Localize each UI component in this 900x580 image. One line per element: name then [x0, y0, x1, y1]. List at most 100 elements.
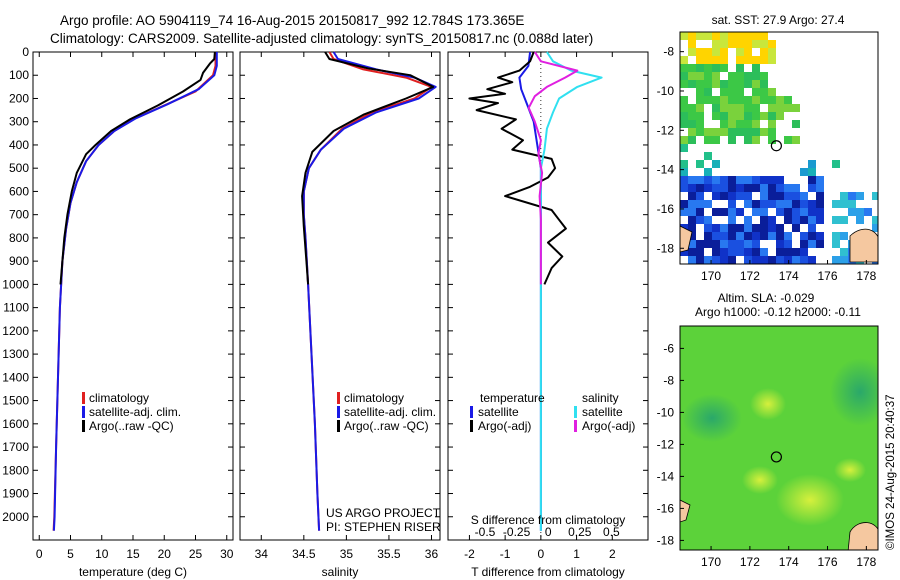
- sst-cell: [808, 160, 816, 168]
- sst-cell: [776, 176, 784, 184]
- sst-cell: [752, 104, 760, 112]
- sst-cell: [752, 128, 760, 136]
- sst-cell: [776, 224, 784, 232]
- sst-cell: [768, 56, 776, 64]
- sst-cell: [712, 32, 720, 40]
- sst-cell: [744, 40, 752, 48]
- sst-cell: [728, 216, 736, 224]
- sst-cell: [744, 32, 752, 40]
- sst-cell: [768, 224, 776, 232]
- salinity-legend: climatology satellite-adj. clim. Argo(..…: [337, 391, 436, 433]
- y-tick-label: 1700: [2, 440, 29, 454]
- y-tick-label: 1100: [3, 301, 29, 315]
- map-y-tick-label: -12: [657, 123, 675, 137]
- sst-cell: [696, 104, 704, 112]
- y-tick-label: 0: [22, 45, 29, 59]
- sst-cell: [784, 200, 792, 208]
- salinity-plot-frame: [239, 51, 441, 541]
- s-tick-label: 0.25: [568, 525, 592, 539]
- sst-cell: [784, 248, 792, 256]
- sst-cell: [760, 256, 768, 264]
- difference-panel: -2 -1 0 1 2 -0.5 -0.25 0 0.25 0.5 S difference fr…: [447, 51, 649, 579]
- sst-cell: [712, 136, 720, 144]
- sst-cell: [792, 248, 800, 256]
- sst-cell: [728, 240, 736, 248]
- sst-cell: [704, 72, 712, 80]
- sst-cell: [736, 64, 744, 72]
- sst-cell: [784, 104, 792, 112]
- sst-cell: [728, 120, 736, 128]
- sst-cell: [800, 256, 808, 264]
- sst-cell: [688, 232, 696, 240]
- sst-cell: [808, 224, 816, 232]
- sst-cell: [688, 248, 696, 256]
- sst-cell: [752, 208, 760, 216]
- land-vanuatu: [680, 225, 693, 253]
- sst-cell: [736, 32, 744, 40]
- sst-cell: [792, 216, 800, 224]
- sst-cell: [808, 240, 816, 248]
- sst-cell: [792, 224, 800, 232]
- sst-cell: [800, 208, 808, 216]
- sst-cell: [720, 88, 728, 96]
- sst-cell: [688, 216, 696, 224]
- sla-high-region: [750, 388, 786, 420]
- sst-cell: [720, 48, 728, 56]
- sst-cell: [768, 112, 776, 120]
- sst-cell: [744, 184, 752, 192]
- sst-cell: [784, 240, 792, 248]
- sst-cell: [704, 64, 712, 72]
- sst-cell: [752, 176, 760, 184]
- header-line-2: Climatology: CARS2009. Satellite-adjuste…: [50, 31, 593, 46]
- map-y-tick-label: -10: [657, 84, 675, 98]
- sst-cell: [760, 184, 768, 192]
- sst-cell: [848, 200, 856, 208]
- sst-cell: [736, 120, 744, 128]
- salinity-x-label: salinity: [322, 565, 359, 579]
- sst-cell: [776, 232, 784, 240]
- sst-cell: [720, 128, 728, 136]
- sst-map-axes: 170 172 174 176 178 -8 -10 -12 -14 -16 -18: [657, 45, 877, 283]
- sst-cell: [680, 80, 688, 88]
- sst-cell: [744, 80, 752, 88]
- map-y-tick-label: -18: [657, 533, 675, 547]
- sst-cell: [744, 120, 752, 128]
- sst-cell: [680, 64, 688, 72]
- sst-cell: [760, 48, 768, 56]
- sst-cell: [752, 240, 760, 248]
- sst-cell: [752, 80, 760, 88]
- sst-cell: [784, 96, 792, 104]
- land-fiji: [849, 228, 878, 263]
- sst-cell: [792, 120, 800, 128]
- sst-cell: [680, 120, 688, 128]
- sst-cell: [848, 208, 856, 216]
- sst-map-title: sat. SST: 27.9 Argo: 27.4: [712, 13, 845, 27]
- sst-cell: [688, 80, 696, 88]
- map-x-tick-label: 176: [818, 269, 838, 283]
- sst-cell: [840, 232, 848, 240]
- legend-label-climatology: climatology: [89, 391, 149, 405]
- sst-cell: [792, 136, 800, 144]
- x-tick-label: 1: [573, 547, 580, 561]
- sst-cell: [736, 96, 744, 104]
- sst-cell: [760, 32, 768, 40]
- sst-cell: [752, 56, 760, 64]
- sst-cell: [712, 248, 720, 256]
- sst-cell: [720, 32, 728, 40]
- sst-cell: [680, 136, 688, 144]
- sst-cell: [720, 232, 728, 240]
- land-fiji: [847, 522, 878, 550]
- y-tick-label: 700: [9, 208, 29, 222]
- series-line-salinity-argo-adj-: [527, 51, 579, 285]
- sst-cell: [744, 232, 752, 240]
- sst-cell: [728, 104, 736, 112]
- map-y-tick-label: -14: [657, 469, 675, 483]
- sst-cell: [776, 104, 784, 112]
- sst-cell: [776, 200, 784, 208]
- sst-cell: [744, 240, 752, 248]
- sst-cell: [696, 240, 704, 248]
- map-y-tick-label: -18: [657, 241, 675, 255]
- sst-cell: [816, 232, 824, 240]
- sst-cell: [760, 176, 768, 184]
- sst-cell: [728, 200, 736, 208]
